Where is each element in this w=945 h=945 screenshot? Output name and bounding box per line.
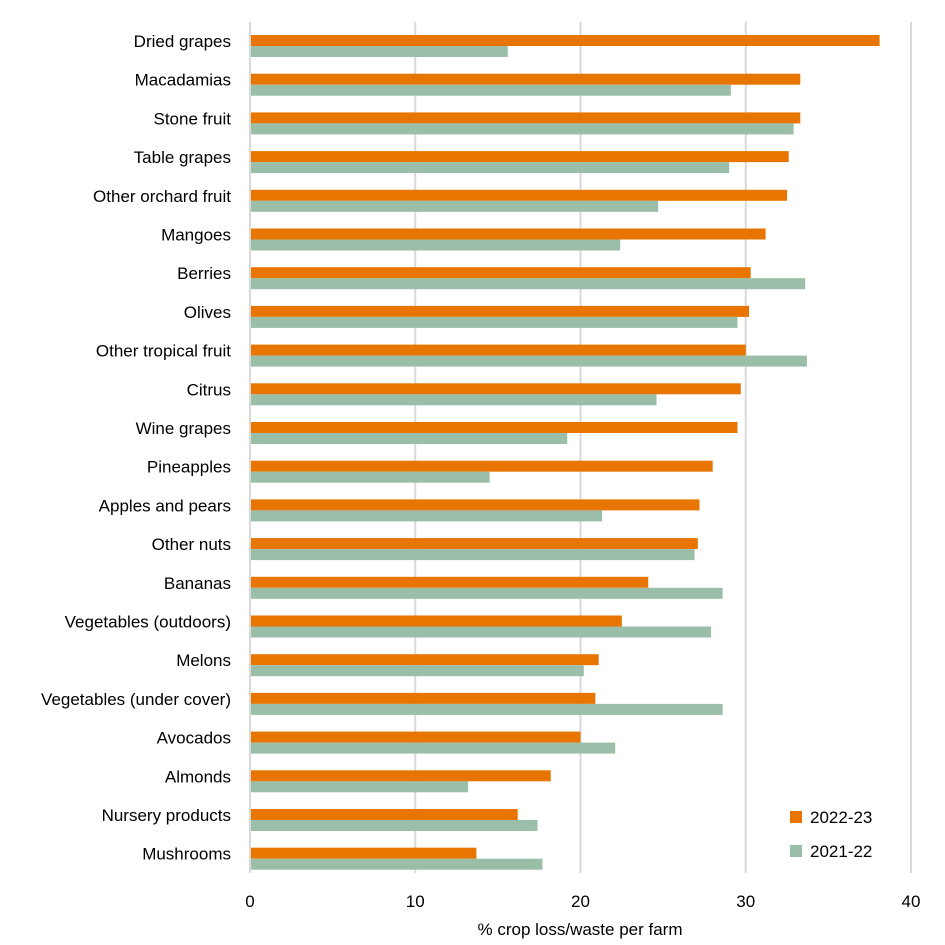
- bar-2022-23: [251, 692, 596, 704]
- x-tick-label: 20: [571, 892, 590, 911]
- bar-2021-22: [251, 394, 657, 406]
- bar-2022-23: [251, 73, 801, 85]
- category-label: Mangoes: [161, 226, 231, 245]
- legend-label: 2021-22: [810, 842, 872, 861]
- bar-2022-23: [251, 615, 622, 627]
- x-tick-label: 10: [406, 892, 425, 911]
- bar-2021-22: [251, 162, 730, 174]
- bar-2021-22: [251, 239, 621, 251]
- bar-2022-23: [251, 460, 713, 472]
- category-label: Stone fruit: [154, 109, 232, 128]
- legend-swatch: [790, 811, 802, 823]
- bar-2021-22: [251, 820, 538, 831]
- x-tick-label: 0: [245, 892, 254, 911]
- bar-2021-22: [251, 84, 731, 96]
- bar-2022-23: [251, 654, 599, 666]
- bar-2022-23: [251, 112, 801, 124]
- bar-2021-22: [251, 433, 568, 444]
- category-label: Apples and pears: [99, 496, 231, 515]
- bar-2021-22: [251, 858, 543, 870]
- x-tick-label: 30: [736, 892, 755, 911]
- bar-2022-23: [251, 538, 698, 550]
- bar-2021-22: [251, 665, 584, 677]
- category-label: Wine grapes: [136, 419, 231, 438]
- bar-2021-22: [251, 781, 469, 793]
- bar-2022-23: [251, 344, 746, 356]
- bar-2022-23: [251, 383, 741, 395]
- bar-2021-22: [251, 510, 602, 522]
- category-label: Bananas: [164, 574, 231, 593]
- category-label: Pineapples: [147, 458, 231, 477]
- bar-2022-23: [251, 770, 551, 782]
- bar-2021-22: [251, 742, 616, 754]
- bar-2022-23: [251, 499, 700, 511]
- bar-2021-22: [251, 46, 508, 57]
- legend-label: 2022-23: [810, 808, 872, 827]
- category-label: Other tropical fruit: [96, 342, 231, 361]
- bar-2021-22: [251, 626, 712, 638]
- category-label: Macadamias: [135, 71, 231, 90]
- category-label: Mushrooms: [142, 845, 231, 864]
- category-label: Vegetables (outdoors): [65, 613, 231, 632]
- x-tick-label: 40: [902, 892, 921, 911]
- bar-2022-23: [251, 422, 738, 433]
- bar-2021-22: [251, 703, 723, 715]
- bar-2021-22: [251, 278, 806, 290]
- bar-2021-22: [251, 549, 695, 561]
- bar-2021-22: [251, 587, 723, 599]
- category-label: Other nuts: [152, 535, 231, 554]
- bar-2021-22: [251, 471, 490, 483]
- bar-2021-22: [251, 123, 794, 135]
- category-label: Other orchard fruit: [93, 187, 231, 206]
- category-label: Vegetables (under cover): [41, 690, 231, 709]
- bar-2022-23: [251, 189, 788, 201]
- bar-2022-23: [251, 847, 477, 859]
- bar-2022-23: [251, 151, 789, 163]
- bar-2021-22: [251, 200, 659, 212]
- bar-2022-23: [251, 305, 750, 317]
- category-label: Dried grapes: [134, 32, 231, 51]
- category-label: Nursery products: [102, 806, 231, 825]
- x-axis-title: % crop loss/waste per farm: [477, 920, 682, 939]
- category-label: Olives: [184, 303, 231, 322]
- category-label: Melons: [176, 651, 231, 670]
- category-label: Citrus: [187, 380, 231, 399]
- category-label: Table grapes: [134, 148, 231, 167]
- bar-2022-23: [251, 576, 649, 588]
- bar-2021-22: [251, 355, 807, 367]
- bar-2022-23: [251, 809, 518, 820]
- bar-2022-23: [251, 35, 880, 46]
- category-label: Almonds: [165, 767, 231, 786]
- category-label: Avocados: [157, 729, 231, 748]
- bar-2022-23: [251, 731, 581, 743]
- bar-2022-23: [251, 267, 751, 279]
- bar-2021-22: [251, 316, 738, 328]
- category-label: Berries: [177, 264, 231, 283]
- legend-swatch: [790, 845, 802, 857]
- bar-2022-23: [251, 228, 766, 240]
